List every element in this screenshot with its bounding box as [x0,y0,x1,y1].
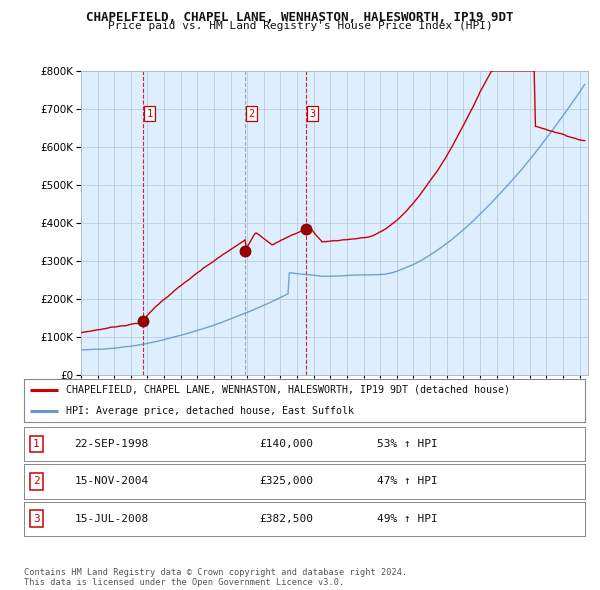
Text: 3: 3 [33,514,40,523]
Text: CHAPELFIELD, CHAPEL LANE, WENHASTON, HALESWORTH, IP19 9DT (detached house): CHAPELFIELD, CHAPEL LANE, WENHASTON, HAL… [66,385,510,395]
Text: £382,500: £382,500 [260,514,314,523]
Text: Price paid vs. HM Land Registry's House Price Index (HPI): Price paid vs. HM Land Registry's House … [107,21,493,31]
Text: 53% ↑ HPI: 53% ↑ HPI [377,440,438,449]
Text: 47% ↑ HPI: 47% ↑ HPI [377,477,438,486]
Text: 2: 2 [248,109,255,119]
Text: 1: 1 [146,109,152,119]
Text: 22-SEP-1998: 22-SEP-1998 [74,440,149,449]
Text: 3: 3 [310,109,316,119]
Text: HPI: Average price, detached house, East Suffolk: HPI: Average price, detached house, East… [66,407,354,416]
Text: 15-NOV-2004: 15-NOV-2004 [74,477,149,486]
Text: Contains HM Land Registry data © Crown copyright and database right 2024.
This d: Contains HM Land Registry data © Crown c… [24,568,407,587]
Text: 15-JUL-2008: 15-JUL-2008 [74,514,149,523]
Text: £140,000: £140,000 [260,440,314,449]
Text: 2: 2 [33,477,40,486]
Text: 49% ↑ HPI: 49% ↑ HPI [377,514,438,523]
Text: 1: 1 [33,440,40,449]
Text: £325,000: £325,000 [260,477,314,486]
Text: CHAPELFIELD, CHAPEL LANE, WENHASTON, HALESWORTH, IP19 9DT: CHAPELFIELD, CHAPEL LANE, WENHASTON, HAL… [86,11,514,24]
